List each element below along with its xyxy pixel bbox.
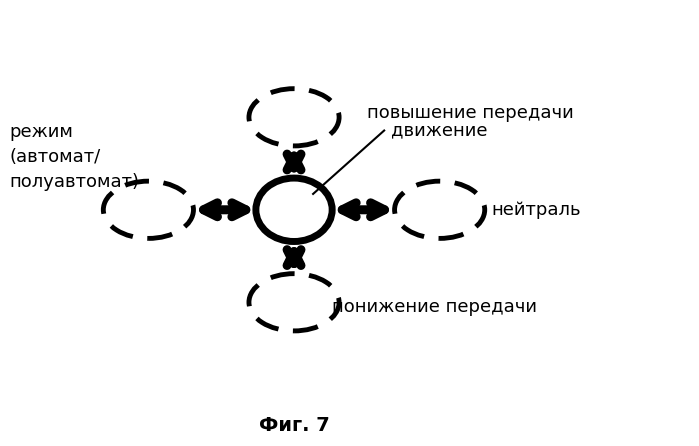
Text: Фиг. 7: Фиг. 7: [259, 416, 329, 435]
Text: движение: движение: [391, 121, 488, 140]
Text: понижение передачи: понижение передачи: [332, 297, 537, 316]
Text: режим
(автомат/
полуавтомат): режим (автомат/ полуавтомат): [10, 123, 140, 191]
Text: нейтраль: нейтраль: [491, 201, 582, 219]
Text: повышение передачи: повышение передачи: [367, 104, 574, 122]
Ellipse shape: [256, 178, 332, 241]
